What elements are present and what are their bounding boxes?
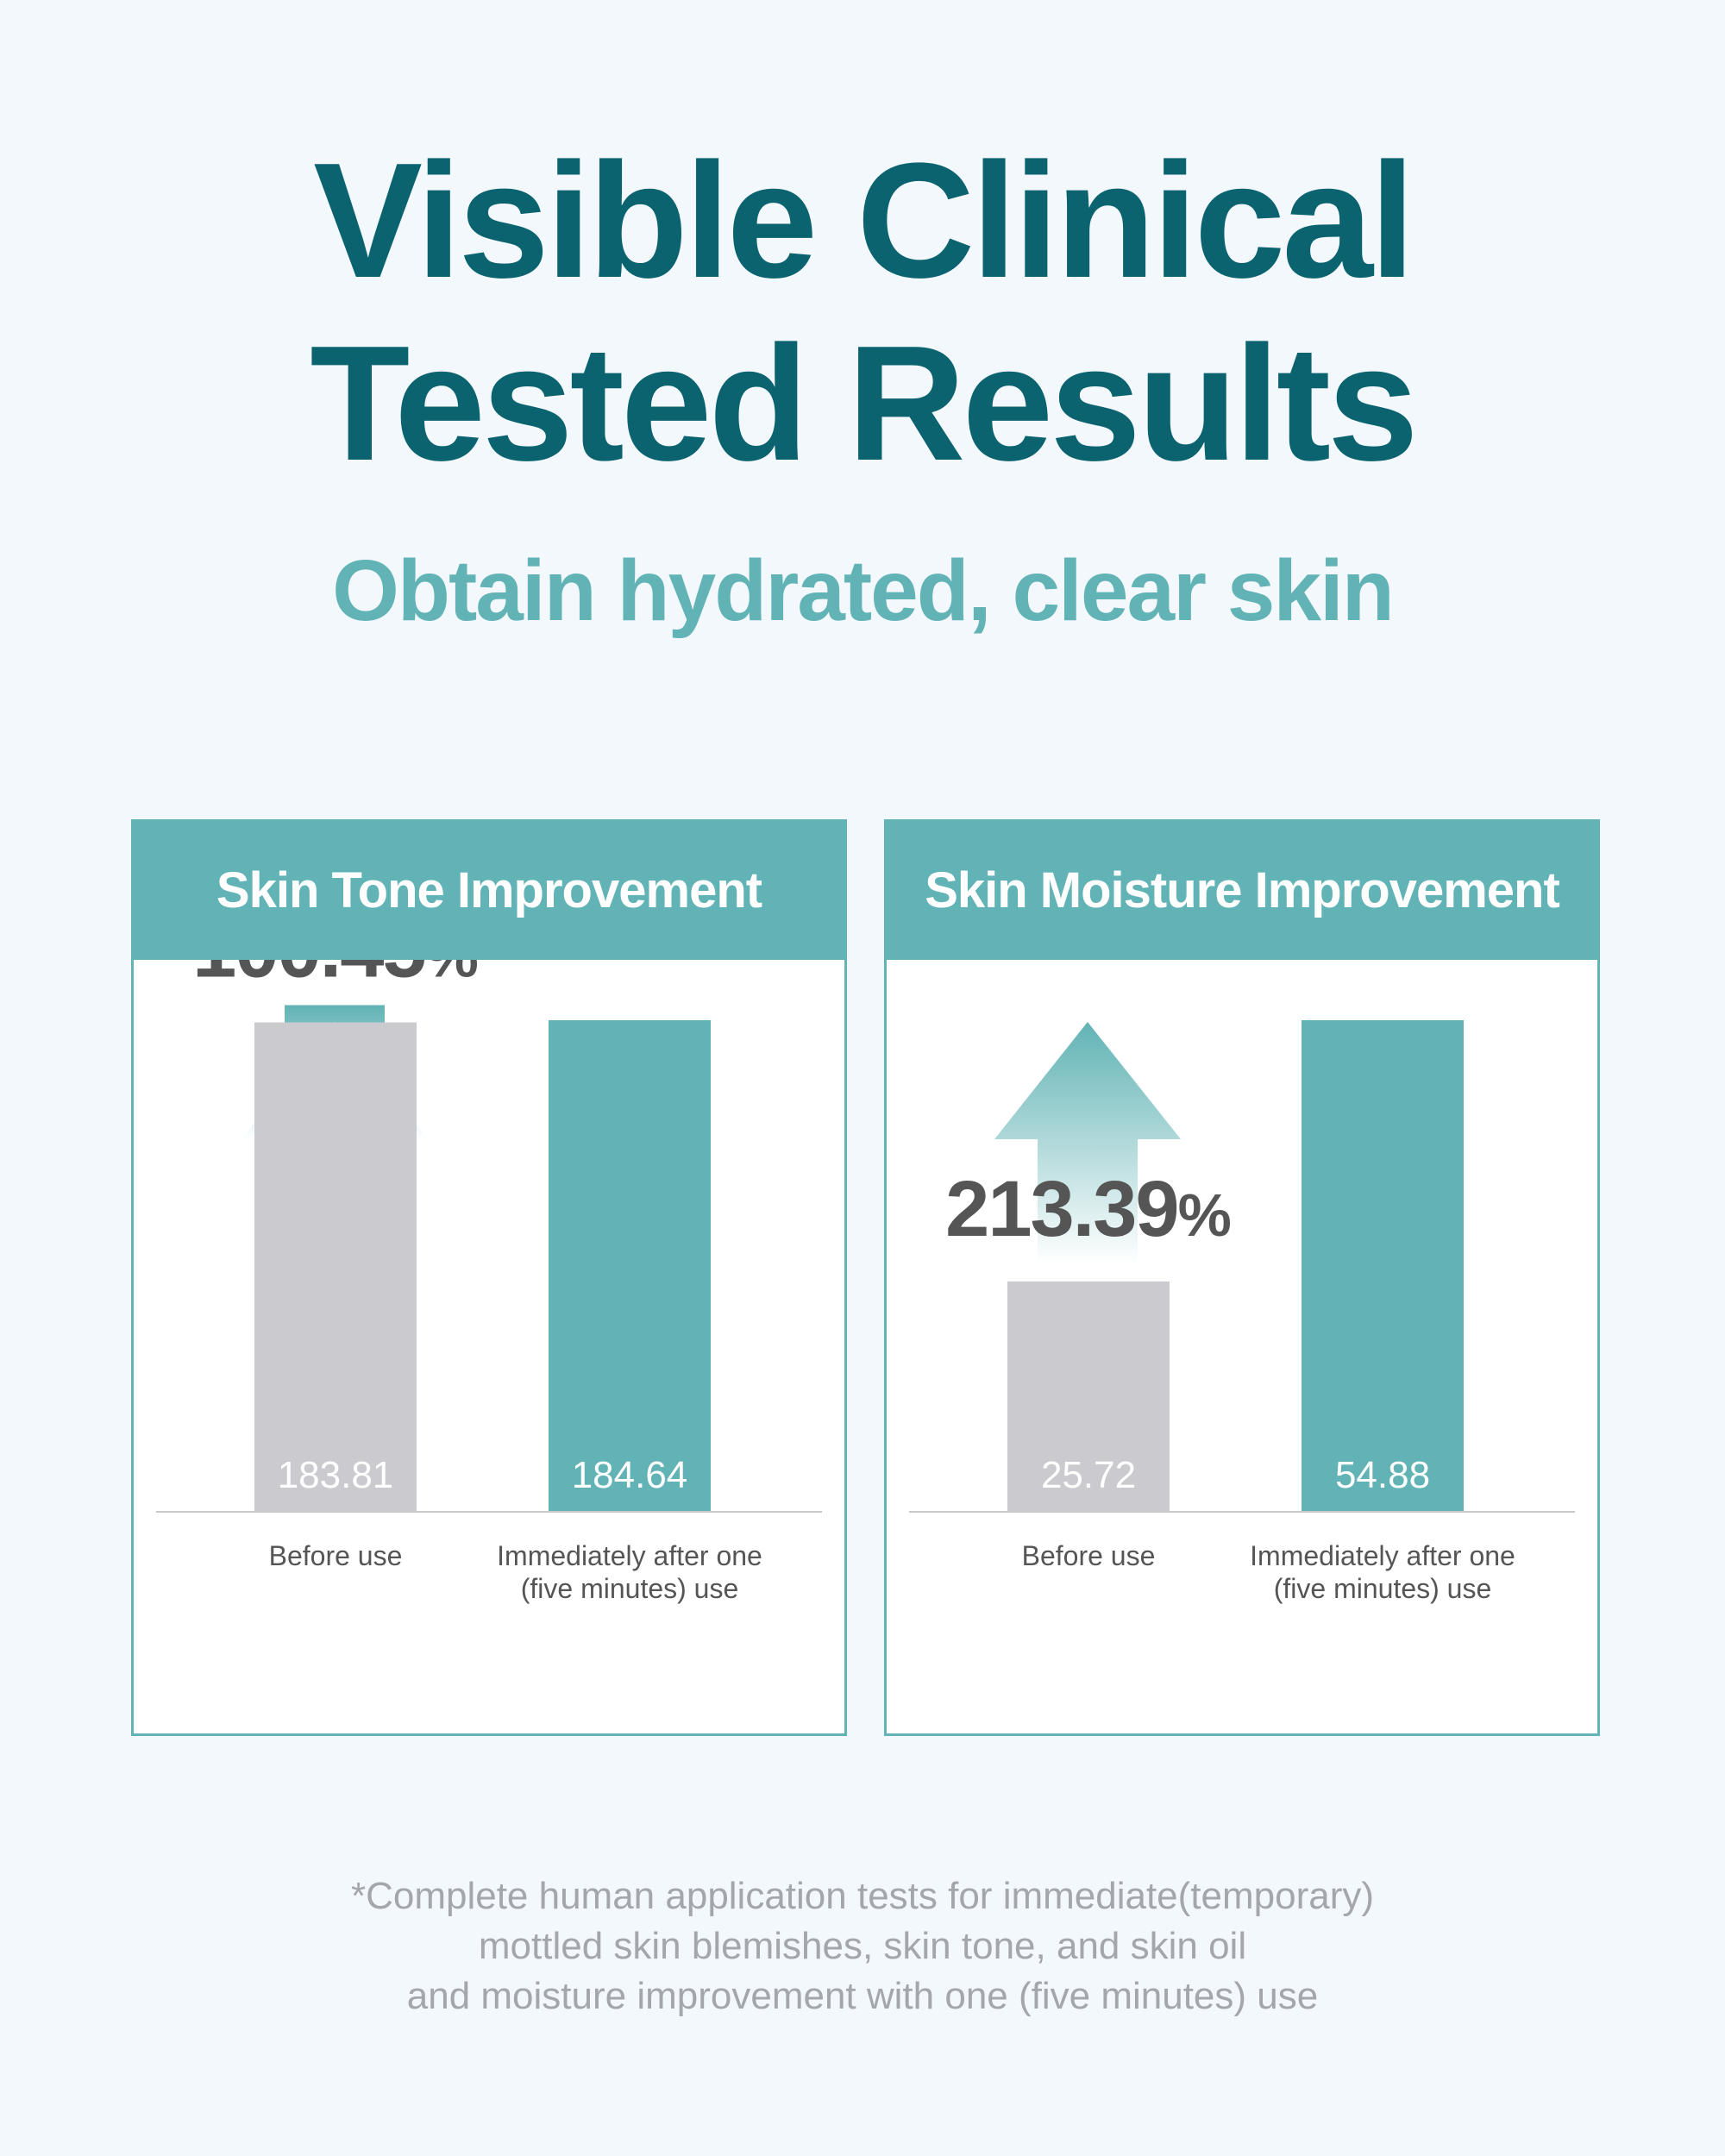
skin-moisture-increase-label: 213.39% [945, 1165, 1230, 1253]
skin-moisture-card-title: Skin Moisture Improvement [887, 822, 1597, 960]
page-subtitle: Obtain hydrated, clear skin [332, 542, 1395, 639]
skin-tone-value-label-0: 183.81 [278, 1454, 394, 1496]
skin-tone-bar-after [549, 1020, 711, 1512]
skin-tone-card: Skin Tone Improvement 183.81 Before use 18… [131, 819, 847, 1736]
skin-tone-increase-label: 100.45% [192, 960, 477, 994]
footnote-line-2: mottled skin blemishes, skin tone, and s… [478, 1925, 1247, 1967]
skin-tone-card-title: Skin Tone Improvement [134, 822, 844, 960]
footnote: *Complete human application tests for im… [0, 1871, 1725, 2021]
skin-moisture-category-label-0: Before use [1022, 1540, 1156, 1571]
skin-moisture-chart: 25.72 Before use 54.88 Immediately after on… [909, 1020, 1575, 1604]
skin-moisture-value-label-0: 25.72 [1041, 1454, 1136, 1496]
footnote-line-3: and moisture improvement with one (five … [406, 1975, 1319, 2017]
skin-moisture-card: Skin Moisture Improvement 25.72 Before us… [884, 819, 1600, 1736]
page-title-line-1: Visible Clinical [313, 129, 1415, 312]
skin-tone-category-label-0: Before use [269, 1540, 403, 1571]
skin-moisture-value-label-1: 54.88 [1335, 1454, 1430, 1496]
skin-tone-bar-before [254, 1022, 417, 1512]
skin-moisture-bar-before [1007, 1281, 1170, 1512]
page-title-line-2: Tested Results [310, 312, 1418, 495]
skin-moisture-category-label-1: Immediately after one (five minutes) use [1250, 1540, 1515, 1604]
page-title: Visible Clinical Tested Results [0, 129, 1725, 495]
footnote-line-1: *Complete human application tests for im… [350, 1875, 1375, 1917]
skin-tone-value-label-1: 184.64 [572, 1454, 688, 1496]
up-arrow-icon [994, 1022, 1181, 1264]
skin-tone-chart: 183.81 Before use 184.64 Immediately after … [156, 960, 822, 1604]
skin-moisture-bar-after [1302, 1020, 1464, 1512]
skin-tone-category-label-1: Immediately after one (five minutes) use [497, 1540, 762, 1604]
